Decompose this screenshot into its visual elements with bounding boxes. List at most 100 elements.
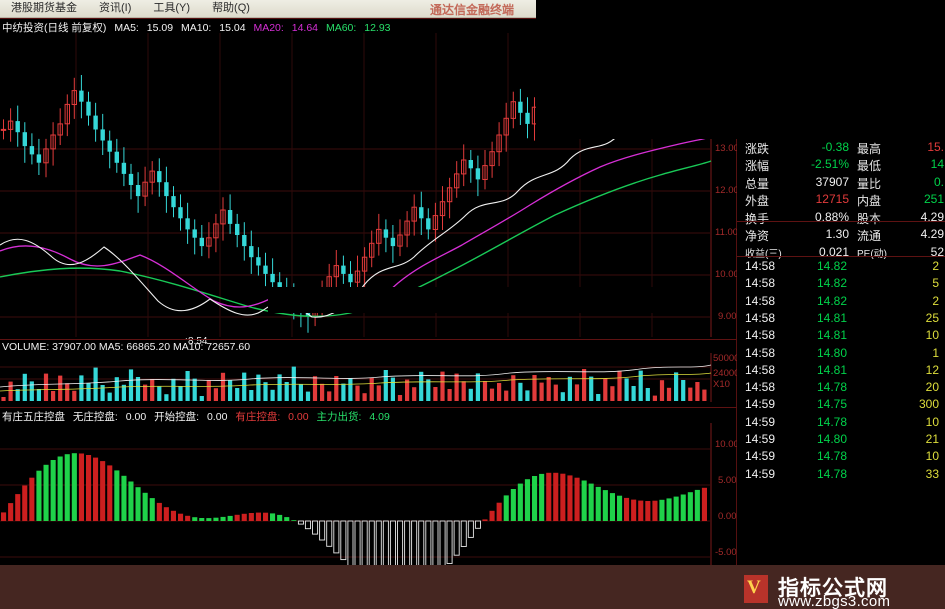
- quote-stat-row: 换手 0.88% 股本 4.29: [737, 210, 945, 227]
- tick-price: 14.78: [816, 414, 847, 429]
- tick-volume: 25: [925, 310, 939, 325]
- indicator-plot: [0, 423, 712, 589]
- tick-price: 14.80: [816, 345, 847, 360]
- tick-price: 14.81: [816, 362, 847, 377]
- quote-stat-row: 总量 37907 量比 0.: [737, 175, 945, 192]
- quote-stat-row: 净资 1.30 流通 4.29: [737, 227, 945, 244]
- tick-row[interactable]: 14:58 14.82 2: [737, 259, 945, 276]
- tick-row[interactable]: 14:59 14.75 300: [737, 397, 945, 414]
- tick-time: 14:58: [745, 362, 776, 377]
- divider-volume: [0, 339, 737, 340]
- stat-label-left: 换手: [745, 211, 770, 226]
- tick-time: 14:58: [745, 276, 776, 291]
- ma20-line: [0, 136, 712, 311]
- stat-label-left: 收益(三): [745, 248, 782, 260]
- tick-volume: 5: [932, 276, 939, 291]
- tick-volume: 20: [925, 380, 939, 395]
- stat-label-right: 股本: [857, 211, 882, 226]
- stat-label-left: 涨幅: [745, 159, 770, 173]
- tick-row[interactable]: 14:58 14.82 5: [737, 276, 945, 293]
- tick-row[interactable]: 14:58 14.81 10: [737, 328, 945, 345]
- tick-price: 14.81: [816, 310, 847, 325]
- haszhuang-label: 有庄控盘:: [235, 411, 281, 423]
- tick-row[interactable]: 14:58 14.81 25: [737, 311, 945, 328]
- ma60-label: MA60:: [325, 22, 357, 34]
- stat-value-right: 52: [930, 244, 944, 259]
- menu-item-hk-futures-funds[interactable]: 港股期货基金: [11, 2, 77, 14]
- menu-item-help[interactable]: 帮助(Q): [212, 2, 250, 14]
- price-axis-tick-2: 11.00: [715, 227, 739, 238]
- tick-volume: 300: [918, 397, 939, 412]
- stat-value-right: 0.: [933, 174, 944, 189]
- tick-time: 14:58: [745, 328, 776, 343]
- quote-stat-row: 外盘 12715 内盘 251: [737, 192, 945, 209]
- tick-volume: 10: [925, 449, 939, 464]
- tick-row[interactable]: 14:58 14.82 2: [737, 294, 945, 311]
- menu-item-news[interactable]: 资讯(I): [99, 2, 132, 14]
- tick-volume: 21: [925, 432, 939, 446]
- tick-row[interactable]: 14:59 14.78 10: [737, 415, 945, 432]
- tick-time: 14:58: [745, 293, 776, 308]
- mainout-value: 4.09: [369, 411, 390, 423]
- tick-volume: 10: [925, 328, 939, 343]
- tick-time: 14:59: [745, 466, 776, 481]
- price-axis-tick-0: 13.00: [715, 143, 739, 154]
- menu-item-tools[interactable]: 工具(Y): [153, 2, 191, 14]
- tick-row[interactable]: 14:58 14.78 20: [737, 380, 945, 397]
- tick-volume: 12: [925, 362, 939, 377]
- tick-price: 14.82: [816, 259, 847, 273]
- tick-time: 14:59: [745, 449, 776, 464]
- tick-price: 14.80: [816, 432, 847, 446]
- tick-volume: 1: [932, 345, 939, 360]
- stat-value-left: 0.021: [818, 244, 849, 259]
- mainout-label: 主力出货:: [316, 411, 362, 423]
- tick-time: 14:59: [745, 432, 776, 446]
- tick-time: 14:58: [745, 310, 776, 325]
- ma10-label: MA10:: [180, 22, 212, 34]
- watermark-site-url: www.zbgs3.com: [778, 593, 891, 609]
- indicator-axis-tick-0: 10.00: [715, 439, 739, 450]
- start-label: 开始控盘:: [154, 411, 200, 423]
- price-axis-tick-1: 12.00: [715, 185, 739, 196]
- stat-value-left: 0.88%: [814, 209, 849, 224]
- low-price-label: 8.54: [188, 336, 208, 347]
- watermark-logo-char: V: [747, 577, 761, 598]
- stat-label-left: 涨跌: [745, 141, 770, 156]
- tick-row[interactable]: 14:58 14.80 1: [737, 346, 945, 363]
- tick-row[interactable]: 14:59 14.78 33: [737, 467, 945, 484]
- ma5-line: [0, 92, 712, 318]
- tick-price: 14.78: [816, 449, 847, 464]
- price-panel-header: 中纺投资(日线 前复权) MA5: 15.09 MA10: 15.04 MA20…: [2, 20, 396, 35]
- price-axis-tick-3: 10.00: [715, 269, 739, 280]
- ma5-value: 15.09: [146, 22, 174, 34]
- redaction-top-right: [536, 0, 945, 139]
- tick-row[interactable]: 14:59 14.80 21: [737, 432, 945, 449]
- ma20-value: 14.64: [291, 22, 319, 34]
- volume-axis-unit: X10: [713, 379, 730, 390]
- quote-divider-2: [737, 221, 945, 222]
- tick-row[interactable]: 14:59 14.78 10: [737, 449, 945, 466]
- tick-time: 14:59: [745, 397, 776, 412]
- ma5-label: MA5:: [114, 22, 139, 34]
- haszhuang-value: 0.00: [288, 411, 309, 423]
- price-axis-tick-4: 9.00: [718, 311, 737, 322]
- volume-panel-header: VOLUME: 37907.00 MA5: 66865.20 MA10: 726…: [2, 341, 255, 353]
- nozhuang-label: 无庄控盘:: [72, 411, 118, 423]
- volume-axis-tick-0: 50000: [713, 353, 740, 364]
- indicator-panel-header: 有庄五庄控盘 无庄控盘: 0.00 开始控盘: 0.00 有庄控盘: 0.00 …: [2, 409, 395, 424]
- watermark-logo: V: [744, 575, 768, 603]
- ma20-label: MA20:: [253, 22, 284, 34]
- indicator-axis-tick-2: 0.00: [718, 511, 737, 522]
- stat-label-right: 最低: [857, 159, 882, 173]
- volume-plot: [0, 353, 712, 402]
- tick-row[interactable]: 14:58 14.81 12: [737, 363, 945, 380]
- nozhuang-value: 0.00: [125, 411, 147, 423]
- ma60-value: 12.93: [364, 22, 391, 34]
- stat-value-right: 14: [930, 157, 944, 171]
- stat-label-right: 最高: [857, 141, 882, 156]
- tick-time: 14:58: [745, 259, 776, 273]
- tick-price: 14.78: [816, 380, 847, 395]
- indicator-axis-tick-1: 5.00: [718, 475, 737, 486]
- window-title: 通达信金融终端: [430, 3, 515, 17]
